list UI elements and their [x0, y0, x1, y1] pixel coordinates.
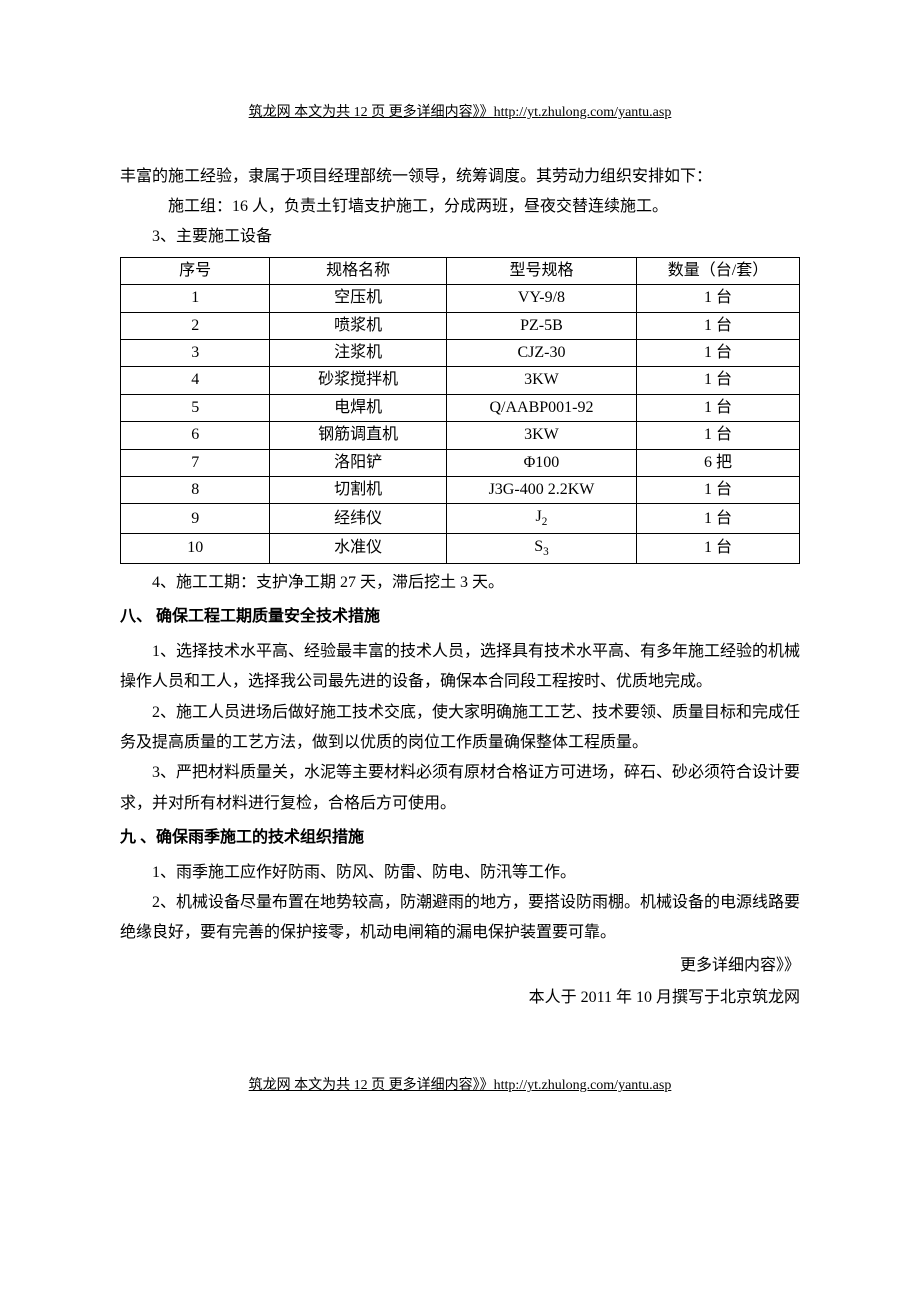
section-9-title: 九 、确保雨季施工的技术组织措施	[120, 823, 800, 853]
section-8-title: 八、 确保工程工期质量安全技术措施	[120, 602, 800, 632]
table-row: 2 喷浆机 PZ-5B 1 台	[121, 312, 800, 339]
cell-no: 1	[121, 285, 270, 312]
table-row: 7 洛阳铲 Φ100 6 把	[121, 449, 800, 476]
th-qty: 数量（台/套）	[637, 257, 800, 284]
cell-model: Q/AABP001-92	[446, 394, 636, 421]
cell-model: 3KW	[446, 422, 636, 449]
cell-model: VY-9/8	[446, 285, 636, 312]
cell-model: J2	[446, 504, 636, 534]
cell-name: 钢筋调直机	[270, 422, 447, 449]
section-9-p1: 1、雨季施工应作好防雨、防风、防雷、防电、防汛等工作。	[120, 858, 800, 888]
cell-qty: 1 台	[637, 367, 800, 394]
cell-qty: 1 台	[637, 285, 800, 312]
cell-name: 经纬仪	[270, 504, 447, 534]
table-row: 10 水准仪 S3 1 台	[121, 534, 800, 564]
cell-qty: 1 台	[637, 476, 800, 503]
cell-no: 3	[121, 339, 270, 366]
paragraph-equipment-title: 3、主要施工设备	[120, 222, 800, 252]
section-8-p1: 1、选择技术水平高、经验最丰富的技术人员，选择具有技术水平高、有多年施工经验的机…	[120, 637, 800, 698]
cell-qty: 1 台	[637, 422, 800, 449]
th-model: 型号规格	[446, 257, 636, 284]
section-8-p2: 2、施工人员进场后做好施工技术交底，使大家明确施工工艺、技术要领、质量目标和完成…	[120, 698, 800, 759]
cell-qty: 1 台	[637, 534, 800, 564]
cell-model: PZ-5B	[446, 312, 636, 339]
paragraph-intro: 丰富的施工经验，隶属于项目经理部统一领导，统筹调度。其劳动力组织安排如下：	[120, 162, 800, 192]
cell-qty: 1 台	[637, 504, 800, 534]
attribution: 本人于 2011 年 10 月撰写于北京筑龙网	[120, 983, 800, 1013]
section-8-p3: 3、严把材料质量关，水泥等主要材料必须有原材合格证方可进场，碎石、砂必须符合设计…	[120, 758, 800, 819]
cell-name: 切割机	[270, 476, 447, 503]
cell-no: 4	[121, 367, 270, 394]
table-row: 3 注浆机 CJZ-30 1 台	[121, 339, 800, 366]
cell-model: Φ100	[446, 449, 636, 476]
table-row: 8 切割机 J3G-400 2.2KW 1 台	[121, 476, 800, 503]
table-row: 5 电焊机 Q/AABP001-92 1 台	[121, 394, 800, 421]
cell-no: 7	[121, 449, 270, 476]
paragraph-duration: 4、施工工期：支护净工期 27 天，滞后挖土 3 天。	[120, 568, 800, 598]
cell-name: 洛阳铲	[270, 449, 447, 476]
cell-no: 2	[121, 312, 270, 339]
cell-qty: 6 把	[637, 449, 800, 476]
th-name: 规格名称	[270, 257, 447, 284]
cell-qty: 1 台	[637, 339, 800, 366]
cell-name: 电焊机	[270, 394, 447, 421]
table-row: 4 砂浆搅拌机 3KW 1 台	[121, 367, 800, 394]
cell-no: 6	[121, 422, 270, 449]
paragraph-team: 施工组：16 人，负责土钉墙支护施工，分成两班，昼夜交替连续施工。	[120, 192, 800, 222]
th-no: 序号	[121, 257, 270, 284]
cell-model: CJZ-30	[446, 339, 636, 366]
table-row: 9 经纬仪 J2 1 台	[121, 504, 800, 534]
cell-no: 9	[121, 504, 270, 534]
header-link[interactable]: 筑龙网 本文为共 12 页 更多详细内容》》http://yt.zhulong.…	[120, 100, 800, 127]
equipment-table: 序号 规格名称 型号规格 数量（台/套） 1 空压机 VY-9/8 1 台 2 …	[120, 257, 800, 564]
cell-model: 3KW	[446, 367, 636, 394]
table-row: 1 空压机 VY-9/8 1 台	[121, 285, 800, 312]
cell-no: 10	[121, 534, 270, 564]
cell-qty: 1 台	[637, 312, 800, 339]
cell-name: 喷浆机	[270, 312, 447, 339]
section-9-p2: 2、机械设备尽量布置在地势较高，防潮避雨的地方，要搭设防雨棚。机械设备的电源线路…	[120, 888, 800, 949]
cell-name: 水准仪	[270, 534, 447, 564]
footer-link[interactable]: 筑龙网 本文为共 12 页 更多详细内容》》http://yt.zhulong.…	[120, 1073, 800, 1100]
table-header-row: 序号 规格名称 型号规格 数量（台/套）	[121, 257, 800, 284]
cell-qty: 1 台	[637, 394, 800, 421]
cell-name: 砂浆搅拌机	[270, 367, 447, 394]
cell-no: 8	[121, 476, 270, 503]
more-link[interactable]: 更多详细内容》》	[120, 951, 800, 981]
table-row: 6 钢筋调直机 3KW 1 台	[121, 422, 800, 449]
cell-no: 5	[121, 394, 270, 421]
cell-model: S3	[446, 534, 636, 564]
cell-model: J3G-400 2.2KW	[446, 476, 636, 503]
cell-name: 空压机	[270, 285, 447, 312]
cell-name: 注浆机	[270, 339, 447, 366]
